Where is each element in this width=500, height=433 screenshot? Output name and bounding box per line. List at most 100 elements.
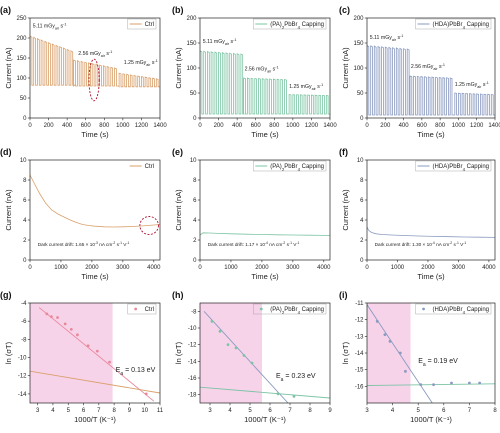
legend-text-part: 4: [298, 25, 301, 30]
legend: (PA)2PbBr4 Capping: [253, 303, 327, 315]
x-tick-label: 400: [232, 123, 243, 129]
series-line: [367, 45, 495, 116]
data-point: [108, 360, 111, 364]
plot-frame: [366, 159, 496, 261]
data-point: [242, 354, 246, 357]
legend-text: (HDA)PbBr4 Capping: [433, 22, 489, 30]
y-tick-label: 2: [360, 238, 364, 244]
panel-label: (f): [339, 147, 348, 157]
dose-rate-annotation-part: s: [396, 35, 400, 41]
x-tick-label: 1200: [470, 123, 484, 129]
activation-energy-annotation-part: = 0.13 eV: [123, 367, 155, 374]
y-tick-label: 2: [193, 238, 197, 244]
panel-f: 0 1000 2000 3000 4000 0 2 4 6 8 10 Time (s) Current …: [339, 147, 496, 281]
x-tick-label: 4000: [482, 265, 496, 271]
dose-rate-annotation-part: air: [101, 54, 106, 58]
legend-text-part: (PA): [270, 164, 282, 170]
y-tick-label: 0: [23, 258, 27, 264]
data-point: [86, 344, 90, 348]
y-tick-label: 200: [186, 16, 197, 22]
dark-current-annotation-part: -1: [126, 241, 129, 245]
legend-text-part: PbBr: [284, 307, 297, 313]
x-tick-label: 9: [328, 408, 332, 414]
y-tick-label: 6: [23, 198, 27, 204]
x-tick-label: 3: [208, 408, 212, 414]
legend-box: [253, 18, 327, 30]
dark-current-annotation-part: V: [292, 242, 297, 247]
series-line: [30, 35, 160, 88]
dark-current-annotation-part: s: [115, 242, 119, 247]
y-tick-label: 50: [20, 96, 27, 102]
data-point: [63, 322, 67, 326]
legend-text-part: Capping: [465, 22, 489, 28]
panel-label: (b): [172, 5, 184, 15]
series-line: [367, 226, 495, 238]
dose-rate-annotation-part: -1: [154, 59, 157, 63]
dose-rate-annotation-part: air: [477, 85, 482, 89]
dark-current-annotation-part: -1: [456, 241, 459, 245]
x-tick-label: 4000: [317, 265, 331, 271]
data-point: [218, 329, 222, 333]
dose-rate-annotation-part: s: [438, 64, 442, 70]
x-axis-label: Time (s): [417, 130, 445, 139]
plot-area: [367, 304, 495, 403]
x-tick-label: 800: [435, 123, 446, 129]
legend-text-part: (PA): [270, 22, 282, 28]
plot-area: [200, 232, 330, 236]
plot-area: [30, 174, 160, 228]
x-tick-label: 7: [288, 408, 292, 414]
dose-rate-annotation-part: s: [150, 60, 154, 66]
panel-label: (c): [339, 5, 350, 15]
dose-rate-annotation: 2.56 mGyair s-1: [78, 50, 112, 58]
x-tick-label: 2000: [255, 265, 269, 271]
dark-current-annotation-part: -2: [112, 241, 115, 245]
legend: (HDA)PbBr4 Capping: [415, 303, 492, 315]
y-tick-label: -10: [18, 356, 27, 362]
x-tick-label: 0: [198, 265, 202, 271]
x-tick-label: 11: [157, 408, 164, 414]
x-axis-label: Time (s): [251, 130, 279, 139]
y-tick-label: 8: [360, 178, 364, 184]
x-tick-label: 6: [268, 408, 272, 414]
dose-rate-annotation-part: 5.11 mGy: [203, 39, 226, 45]
data-point: [468, 381, 471, 385]
dark-current-annotation-part: -4: [432, 241, 435, 245]
series-line: [200, 50, 330, 115]
data-point: [226, 343, 230, 347]
dose-rate-annotation-part: air: [55, 27, 60, 31]
x-tick-label: 6: [82, 408, 86, 414]
x-tick-label: 1000: [224, 265, 238, 271]
legend-box: [253, 160, 327, 172]
x-axis-label: Time (s): [81, 130, 109, 139]
dark-current-annotation-part: -4: [265, 241, 268, 245]
dose-rate-annotation-part: -1: [275, 66, 278, 70]
y-tick-label: -8: [21, 337, 27, 343]
legend-text-part: Capping: [465, 307, 489, 313]
legend-text-part: 4: [463, 310, 466, 315]
series-line: [30, 174, 160, 228]
plot-area: [200, 311, 330, 403]
y-axis-label: Current (nA): [4, 189, 13, 231]
legend-text: Ctrl: [145, 164, 154, 170]
y-tick-label: 6: [360, 198, 364, 204]
x-axis-label: Time (s): [417, 272, 445, 281]
x-tick-label: 0: [28, 123, 32, 129]
legend: (HDA)PbBr4 Capping: [415, 18, 492, 30]
x-tick-label: 200: [214, 123, 225, 129]
dark-current-annotation-part: Dark current drift: 1.65 × 10: [38, 242, 96, 247]
x-tick-label: 7: [468, 408, 472, 414]
x-tick-label: 1400: [488, 123, 500, 129]
y-tick-label: 150: [353, 41, 364, 47]
plot-frame: [29, 302, 161, 404]
panel-label: (a): [0, 5, 11, 15]
dark-current-annotation: Dark current drift: 1.65 × 10-3 nA cm-2 …: [38, 241, 130, 247]
highlight-circle: [139, 216, 159, 235]
x-tick-label: 4: [51, 408, 55, 414]
legend-text: (HDA)PbBr4 Capping: [433, 164, 489, 172]
legend-text-part: 2: [282, 25, 285, 30]
x-tick-label: 4: [391, 408, 395, 414]
dose-rate-annotation-part: air: [225, 42, 230, 46]
data-point: [478, 381, 482, 385]
x-tick-label: 2000: [85, 265, 99, 271]
dose-rate-annotation-part: air: [267, 70, 272, 74]
